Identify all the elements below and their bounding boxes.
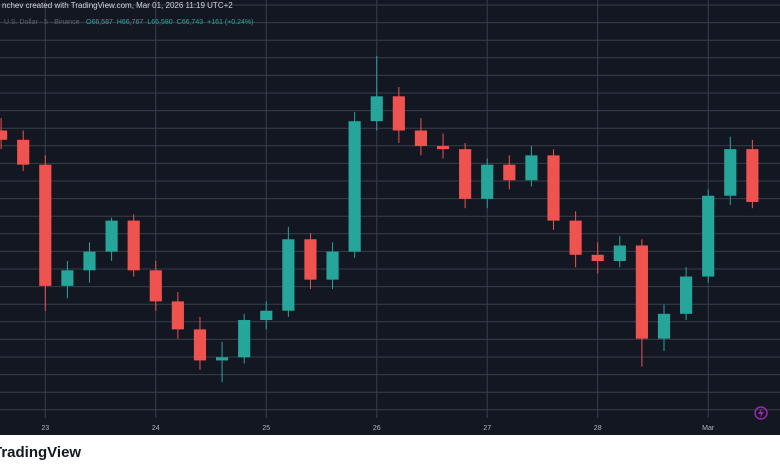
candle-body <box>39 164 52 286</box>
candle-body <box>304 239 317 280</box>
candle-body <box>282 239 295 311</box>
candle-body <box>436 146 450 150</box>
candle-body <box>238 320 251 358</box>
x-tick-label: 27 <box>483 425 491 432</box>
caption: nchev created with TradingView.com, Mar … <box>2 1 233 10</box>
candle-body <box>260 310 273 321</box>
x-tick-label: 26 <box>373 425 381 432</box>
brand: TradingView <box>0 444 81 461</box>
candle-body <box>680 276 693 314</box>
candle-body <box>503 164 516 181</box>
ohlc-value: +161 (+0.24%) <box>207 19 253 26</box>
replay-icon[interactable] <box>754 406 768 420</box>
candle-body <box>746 149 759 202</box>
candle-body <box>481 164 494 199</box>
ohlc-value: H66,767 <box>117 19 144 26</box>
x-tick-label: 24 <box>152 425 160 432</box>
candle-body <box>525 155 538 181</box>
candle-body <box>414 130 428 147</box>
candle-body <box>171 301 184 330</box>
candle-body <box>370 96 383 122</box>
candle-body <box>591 254 604 261</box>
candle-body <box>547 155 560 221</box>
candle-body <box>127 220 140 271</box>
instrument: U.S. Dollar · 5 · Binance <box>4 19 80 26</box>
candle-body <box>105 220 118 252</box>
candle-body <box>348 121 361 252</box>
candle-body <box>0 130 8 140</box>
candle-body <box>326 251 339 280</box>
candle-body <box>83 251 96 271</box>
candle-body <box>61 270 74 286</box>
candles <box>0 55 759 383</box>
candle-body <box>702 195 715 277</box>
replay-icon-bolt <box>758 408 764 418</box>
ohlc-legend: O66,587 H66,767 L66,580 C66,743 +161 (+0.24%… <box>86 19 253 26</box>
chart-background <box>0 0 780 435</box>
candle-body <box>635 245 648 339</box>
candle-body <box>657 313 671 339</box>
candle-body <box>149 270 162 302</box>
ohlc-value: O66,587 <box>86 19 113 26</box>
candle-body <box>17 139 30 165</box>
candle-body <box>193 329 207 361</box>
candle-body <box>613 245 626 261</box>
candle-body <box>569 220 582 255</box>
x-tick-label: 25 <box>262 425 270 432</box>
candle-body <box>215 357 229 361</box>
ohlc-value: C66,743 <box>177 19 204 26</box>
candle-body <box>392 96 405 131</box>
candle-body <box>459 149 472 199</box>
x-tick-label: 28 <box>594 425 602 432</box>
x-tick-label: 23 <box>41 425 49 432</box>
candle-body <box>724 149 737 196</box>
x-tick-label: Mar <box>702 425 715 432</box>
ohlc-value: L66,580 <box>147 19 172 26</box>
